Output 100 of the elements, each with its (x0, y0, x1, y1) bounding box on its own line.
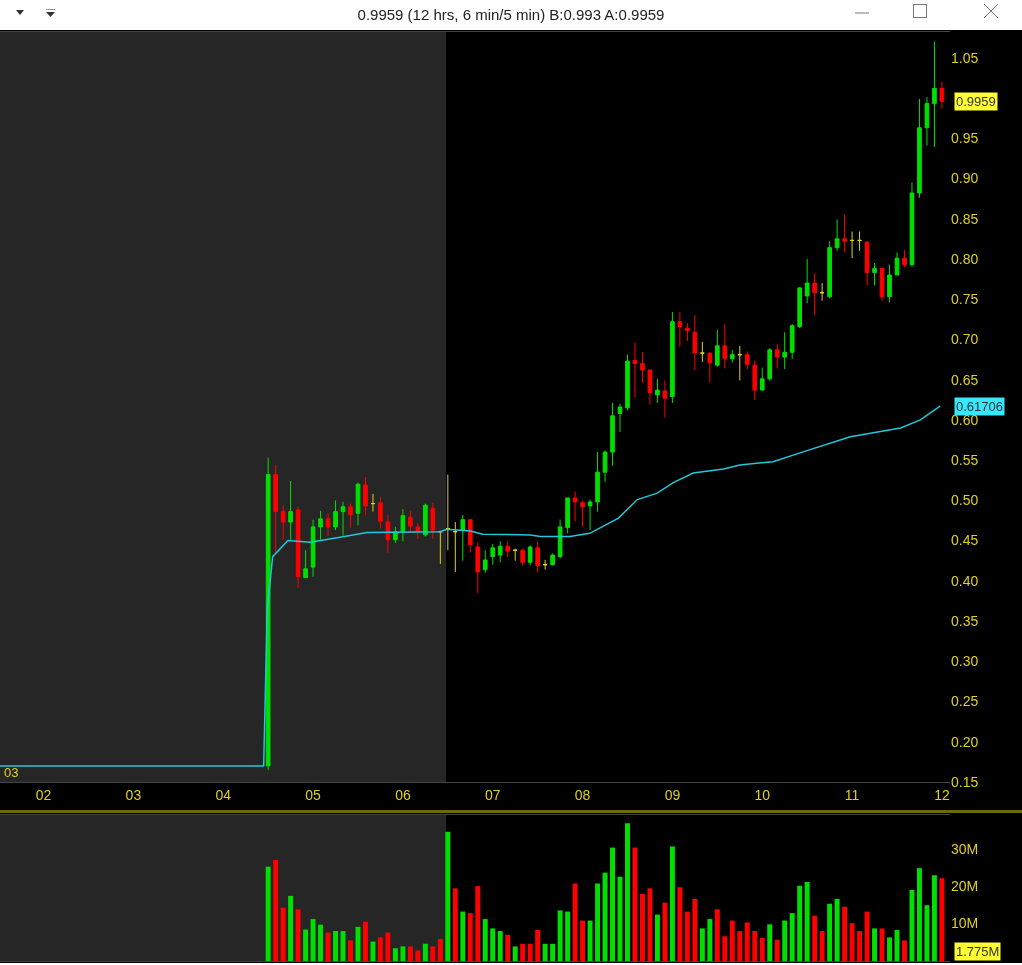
candlestick (842, 214, 847, 253)
y-tick-label: 0.85 (951, 210, 979, 227)
y-tick-label: 0.40 (951, 572, 979, 589)
x-tick-label: 07 (484, 786, 501, 803)
bar (520, 943, 526, 961)
candlestick (557, 519, 563, 559)
x-tick-label: 08 (574, 786, 591, 803)
candlestick (512, 548, 518, 562)
bar (482, 919, 488, 961)
y-tick-label: 20M (951, 878, 979, 895)
bar (303, 929, 309, 961)
bar (827, 903, 833, 961)
bar (460, 911, 466, 961)
y-tick-label: 0.60 (951, 411, 979, 428)
candlestick (587, 499, 593, 531)
candlestick (774, 343, 780, 369)
bar (812, 915, 818, 961)
bar (677, 887, 683, 961)
candlestick (385, 514, 391, 554)
bar (872, 928, 878, 961)
candlestick (887, 264, 892, 303)
candlestick (827, 240, 832, 299)
candlestick (490, 543, 496, 566)
candlestick (438, 531, 443, 565)
candlestick (310, 519, 316, 578)
bar (916, 868, 922, 961)
bar (295, 909, 301, 961)
bar (774, 939, 780, 961)
candlestick (909, 181, 915, 268)
text: 1.775M (956, 944, 1000, 959)
bar (430, 946, 436, 961)
candlestick (700, 341, 705, 363)
candlestick (715, 329, 720, 368)
bar (475, 886, 481, 961)
y-tick-label: 10M (951, 915, 979, 932)
candlestick (482, 549, 488, 574)
y-tick-label: 0.30 (951, 653, 979, 670)
bar (819, 931, 825, 961)
candlestick (767, 347, 773, 381)
candlestick (535, 540, 540, 573)
candlestick (789, 323, 795, 360)
candlestick (580, 499, 585, 528)
bar (692, 898, 698, 961)
candlestick (737, 345, 743, 381)
bar (377, 937, 383, 961)
bar (265, 866, 271, 961)
x-tick-label: 11 (844, 786, 860, 803)
bar (602, 872, 608, 961)
candlestick (692, 314, 698, 371)
y-tick-label: 0.15 (951, 773, 979, 790)
x-tick-label: 04 (215, 786, 232, 803)
y-tick-label: 0.95 (951, 130, 979, 147)
bar (849, 923, 855, 961)
bar (400, 946, 406, 961)
candlestick (655, 378, 660, 404)
candlestick (924, 96, 930, 146)
x-tick-label: 12 (934, 786, 950, 803)
bar (325, 932, 331, 961)
candlestick (752, 359, 758, 401)
candlestick (872, 262, 877, 286)
candlestick (295, 506, 301, 589)
bar (527, 943, 533, 961)
candlestick (617, 403, 623, 433)
y-tick-label: 30M (951, 840, 979, 857)
bar (490, 928, 496, 961)
y-tick-label: 0.70 (951, 331, 979, 348)
candlestick (640, 351, 645, 384)
candlestick (857, 231, 862, 252)
bar (931, 875, 937, 961)
candlestick (378, 496, 383, 530)
candlestick (565, 497, 570, 534)
y-tick-label: 0.50 (951, 492, 979, 509)
bar (467, 913, 473, 961)
x-tick-label: 03 (125, 786, 142, 803)
candlestick (939, 81, 945, 109)
candlestick (505, 540, 511, 558)
bar (782, 920, 788, 961)
bar (789, 913, 795, 961)
bar (595, 883, 601, 961)
candlestick (812, 272, 817, 316)
candlestick (475, 541, 481, 594)
y-tick-label: 0.90 (951, 170, 979, 187)
candlestick (355, 482, 361, 526)
bar (572, 883, 578, 961)
bar (437, 938, 443, 961)
bar (280, 907, 286, 961)
candlestick (318, 510, 323, 541)
bar (752, 931, 758, 961)
y-tick-label: 0.20 (951, 733, 979, 750)
candlestick (550, 552, 555, 567)
candlestick (340, 501, 346, 537)
candlestick (602, 449, 608, 483)
bar (939, 878, 945, 961)
y-tick-label: 0.75 (951, 291, 979, 308)
candlestick (288, 480, 293, 541)
candlestick (804, 258, 810, 304)
candlestick (325, 512, 331, 537)
bar (385, 932, 391, 961)
bar (497, 931, 503, 961)
candlestick (707, 352, 713, 383)
